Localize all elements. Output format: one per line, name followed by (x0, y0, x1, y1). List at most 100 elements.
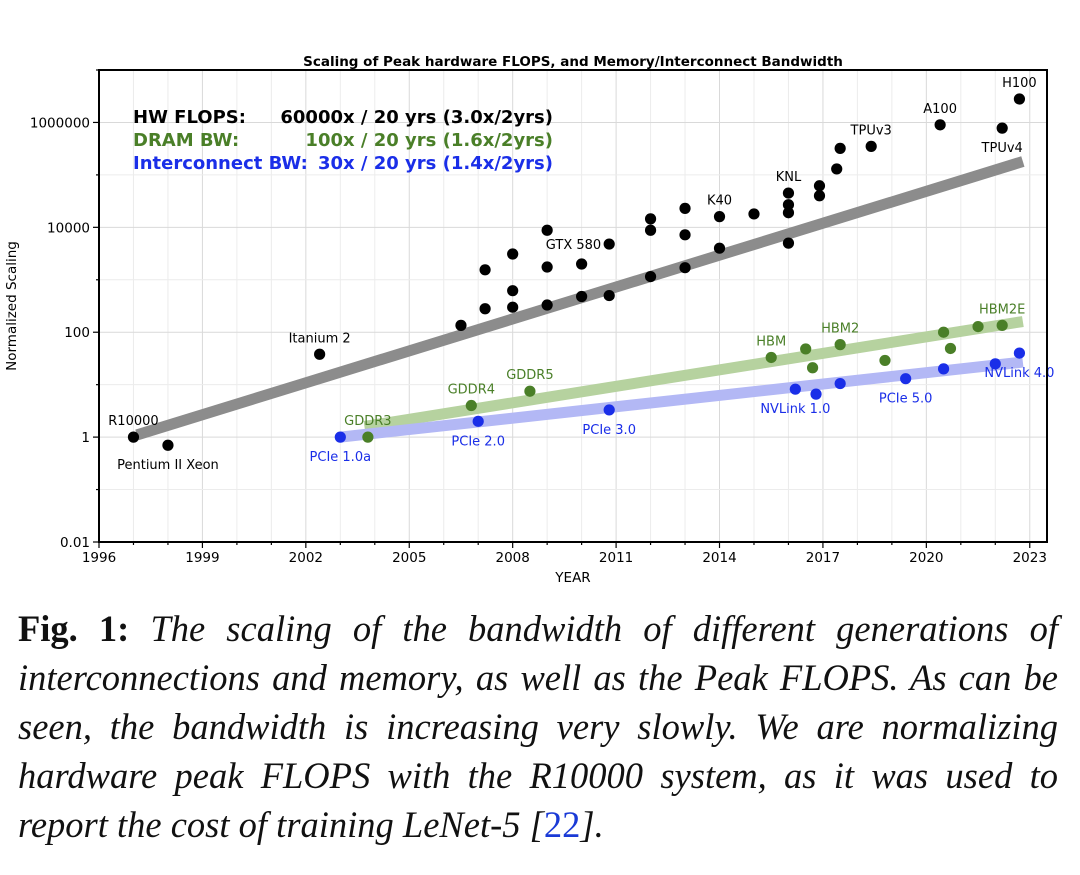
data-points (127, 93, 1026, 451)
data-point-hw-flops (865, 140, 877, 152)
y-tick-label: 100 (64, 325, 90, 341)
data-point-dram-bw (465, 399, 477, 412)
point-label-interconnect-bw: NVLink 1.0 (760, 402, 830, 417)
point-label-dram-bw: GDDR4 (448, 383, 495, 398)
point-label-interconnect-bw: PCIe 1.0a (310, 450, 372, 465)
data-point-interconnect-bw (334, 431, 346, 443)
data-point-hw-flops (507, 301, 519, 313)
x-tick-label: 2005 (392, 550, 426, 566)
data-point-hw-flops (782, 207, 795, 219)
data-point-dram-bw (362, 431, 374, 443)
data-point-hw-flops (644, 213, 657, 225)
data-point-hw-flops (813, 180, 826, 192)
data-point-dram-bw (800, 343, 812, 355)
data-point-hw-flops (541, 224, 553, 236)
point-label-hw-flops: H100 (1002, 76, 1037, 91)
x-tick-label: 2011 (599, 550, 633, 566)
data-point-interconnect-bw (1013, 347, 1026, 359)
legend-interconnect-value: 30x / 20 yrs (1.4x/2yrs) (318, 153, 553, 174)
point-label-interconnect-bw: PCIe 5.0 (879, 392, 933, 407)
data-point-interconnect-bw (937, 363, 950, 375)
data-point-interconnect-bw (789, 383, 801, 395)
data-point-dram-bw (524, 385, 536, 397)
data-point-hw-flops (831, 163, 843, 175)
data-point-hw-flops (576, 290, 588, 303)
data-point-hw-flops (479, 303, 491, 315)
data-point-dram-bw (879, 354, 891, 367)
data-point-hw-flops (934, 119, 946, 131)
point-label-hw-flops: K40 (707, 194, 732, 209)
data-point-hw-flops (576, 258, 588, 270)
point-label-dram-bw: GDDR5 (506, 368, 553, 383)
data-point-dram-bw (937, 326, 950, 338)
caption-text: The scaling of the bandwidth of differen… (18, 608, 1059, 845)
data-point-dram-bw (834, 339, 846, 351)
data-point-hw-flops (603, 238, 615, 250)
caption-tail: ]. (580, 804, 604, 845)
legend-dram-value: 100x / 20 yrs (1.6x/2yrs) (305, 130, 553, 151)
data-point-hw-flops (314, 348, 326, 360)
legend-flops-label: HW FLOPS: (133, 107, 246, 128)
legend-dram-label: DRAM BW: (133, 130, 239, 151)
data-point-interconnect-bw (472, 415, 484, 427)
data-point-hw-flops (679, 202, 691, 214)
data-point-hw-flops (507, 248, 519, 260)
data-point-dram-bw (765, 351, 777, 364)
data-point-hw-flops (541, 299, 553, 311)
data-point-dram-bw (806, 362, 819, 374)
point-label-hw-flops: KNL (776, 170, 802, 185)
data-point-interconnect-bw (603, 404, 615, 416)
y-tick-label: 1000000 (30, 115, 90, 131)
y-tick-label: 0.01 (60, 535, 90, 551)
data-point-hw-flops (127, 431, 140, 443)
axes: 1996 1999 2002 2005 2008 2011 2014 2017 2020 2023… (30, 69, 1047, 566)
data-point-hw-flops (679, 262, 691, 274)
legend-interconnect-label: Interconnect BW: (133, 153, 308, 174)
data-point-hw-flops (782, 237, 795, 249)
figure-caption: Fig. 1: The scaling of the bandwidth of … (18, 604, 1058, 849)
point-labels: R10000 Pentium II Xeon Itanium 2 GTX 580 K40… (108, 76, 1054, 473)
data-point-hw-flops (507, 285, 519, 297)
caption-reference-link[interactable]: 22 (543, 804, 581, 845)
y-tick-label: 1 (81, 430, 90, 446)
x-tick-label: 2020 (909, 550, 943, 566)
point-label-hw-flops: TPUv3 (850, 123, 892, 138)
data-point-hw-flops (996, 122, 1008, 134)
data-point-interconnect-bw (834, 377, 846, 390)
data-point-hw-flops (748, 208, 760, 220)
x-axis-label: YEAR (554, 570, 590, 586)
point-label-dram-bw: HBM2E (979, 302, 1025, 317)
chart-title: Scaling of Peak hardware FLOPS, and Memo… (303, 54, 843, 70)
x-tick-label: 1996 (82, 550, 116, 566)
x-tick-label: 1999 (185, 550, 219, 566)
point-label-hw-flops: R10000 (108, 414, 158, 429)
data-point-hw-flops (679, 229, 691, 241)
data-point-dram-bw (944, 342, 957, 355)
point-label-dram-bw: HBM2 (821, 322, 859, 337)
data-point-hw-flops (813, 190, 826, 202)
data-point-hw-flops (782, 187, 795, 199)
data-point-interconnect-bw (810, 388, 822, 400)
point-label-hw-flops: TPUv4 (981, 141, 1023, 156)
point-label-hw-flops: Pentium II Xeon (117, 458, 219, 473)
y-tick-label: 10000 (47, 220, 90, 236)
scaling-chart: R10000 Pentium II Xeon Itanium 2 GTX 580 K40… (4, 54, 1055, 586)
point-label-hw-flops: Itanium 2 (289, 331, 351, 346)
data-point-hw-flops (603, 289, 615, 302)
data-point-hw-flops (834, 142, 846, 154)
data-point-hw-flops (644, 270, 657, 283)
data-point-hw-flops (479, 264, 491, 276)
y-axis-label: Normalized Scaling (4, 241, 20, 371)
caption-label: Fig. 1: (18, 608, 130, 649)
data-point-hw-flops (541, 261, 553, 273)
data-point-interconnect-bw (989, 358, 1001, 370)
point-label-interconnect-bw: PCIe 3.0 (582, 423, 636, 438)
x-tick-label: 2017 (806, 550, 840, 566)
point-label-interconnect-bw: NVLink 4.0 (984, 366, 1054, 381)
data-point-hw-flops (455, 319, 467, 331)
data-point-dram-bw (972, 320, 984, 333)
point-label-hw-flops: GTX 580 (546, 238, 601, 253)
point-label-interconnect-bw: PCIe 2.0 (451, 434, 505, 449)
point-label-dram-bw: GDDR3 (344, 414, 391, 429)
data-point-hw-flops (713, 211, 726, 223)
